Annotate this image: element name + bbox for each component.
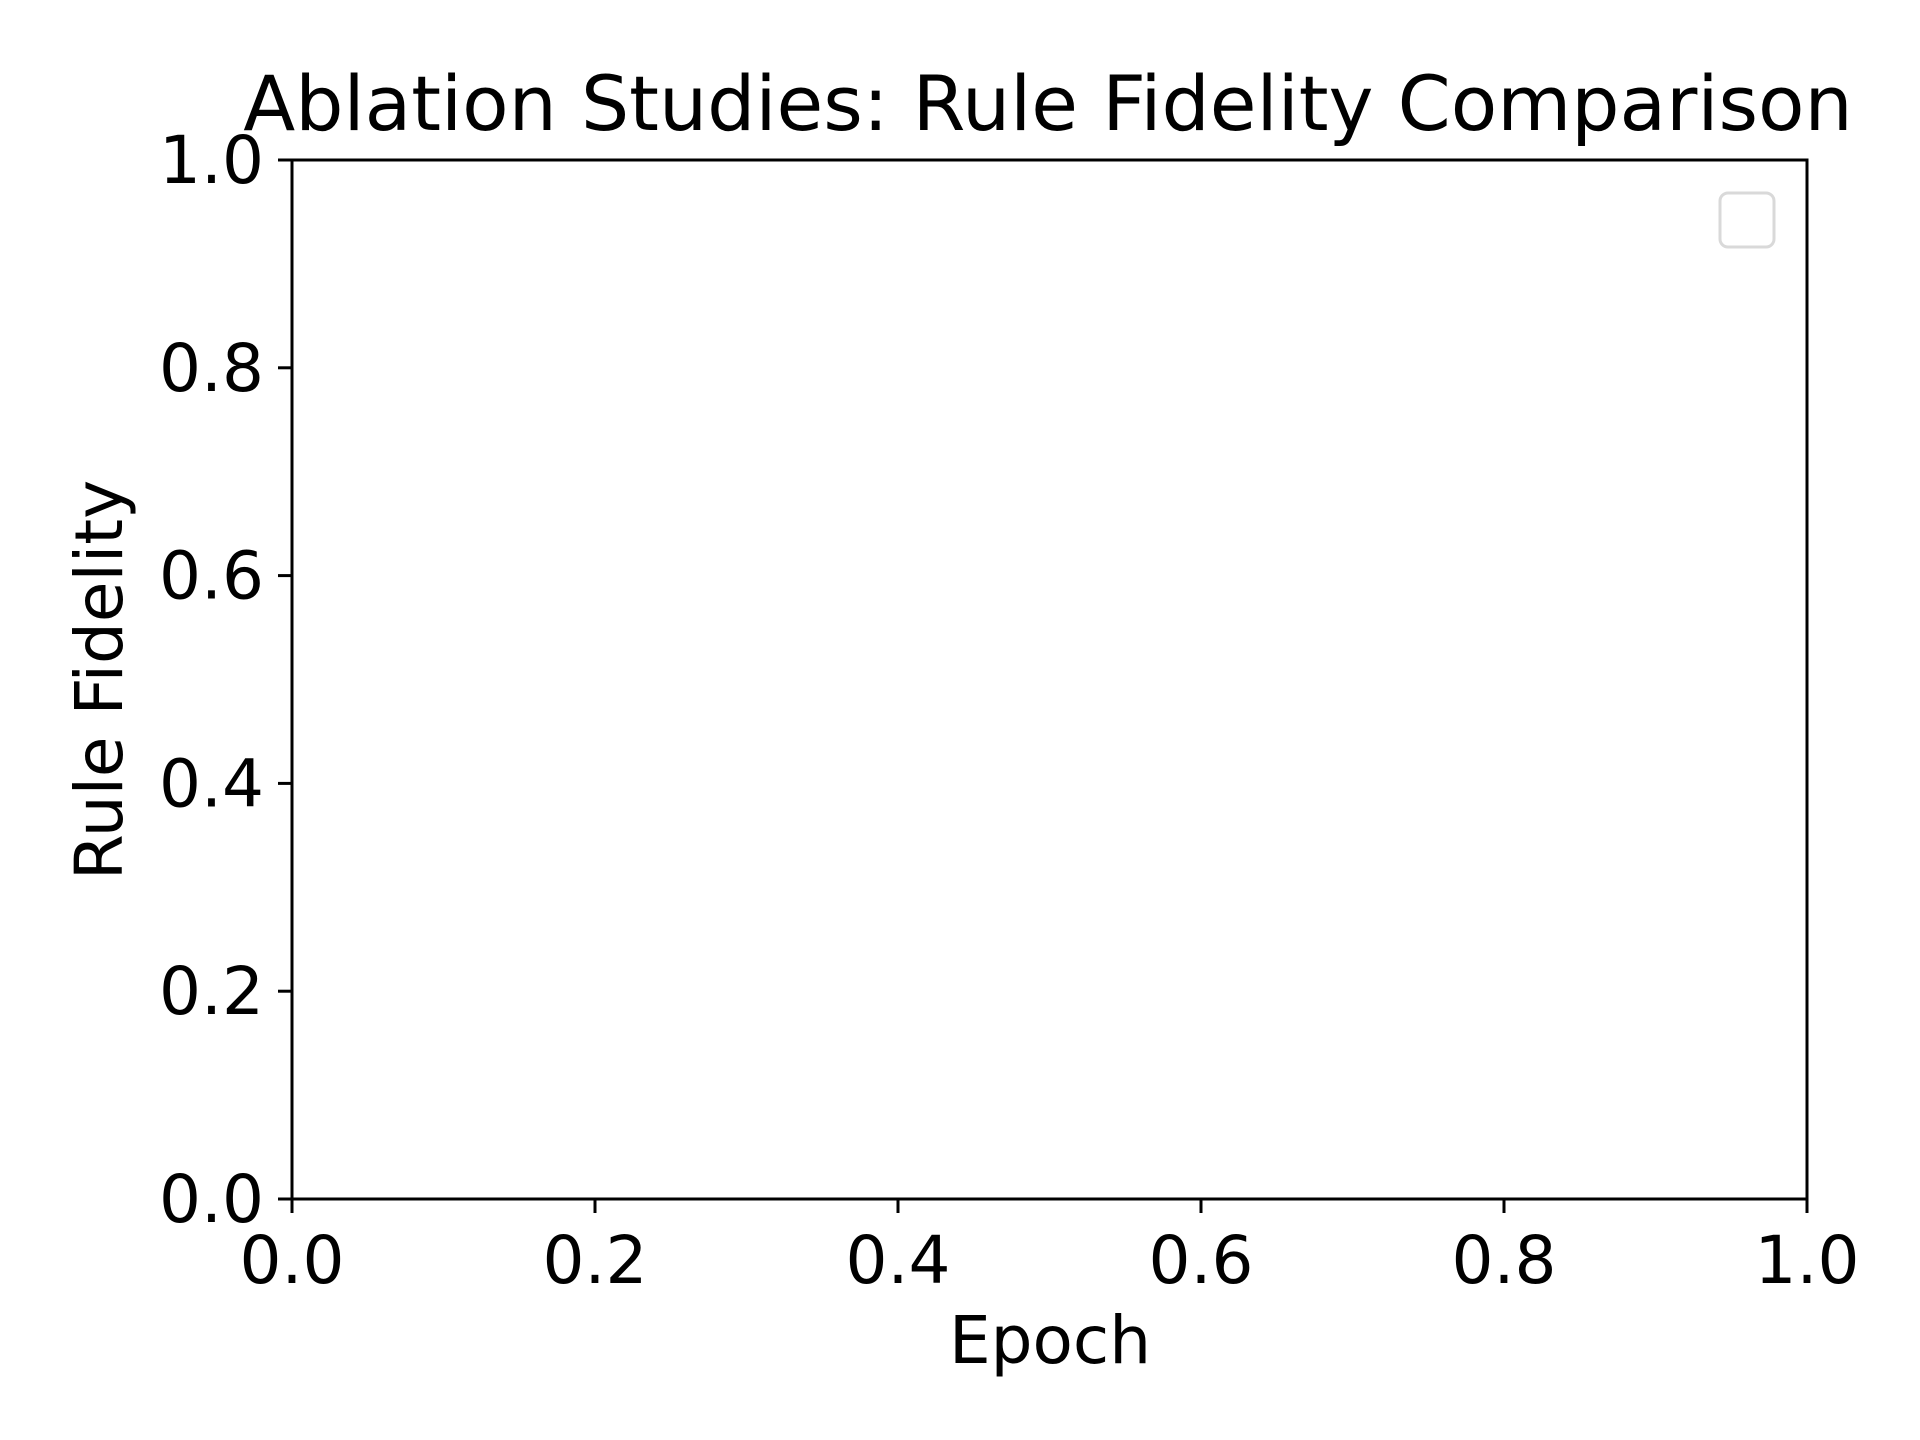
x-tick-label: 0.0	[240, 1222, 345, 1299]
axes-frame	[290, 158, 1809, 1201]
y-tick-label: 0.8	[159, 330, 264, 407]
plot-area	[290, 158, 1809, 1201]
y-tick-label: 0.6	[159, 538, 264, 615]
y-tick-label: 0.4	[159, 745, 264, 822]
y-axis-ticks: 0.0 0.2 0.4 0.6 0.8 1.0	[159, 122, 292, 1238]
x-axis-label: Epoch	[949, 1302, 1151, 1379]
x-tick-label: 0.8	[1452, 1222, 1557, 1299]
y-axis-label: Rule Fidelity	[61, 480, 138, 880]
y-tick-label: 0.2	[159, 953, 264, 1030]
x-axis-ticks: 0.0 0.2 0.4 0.6 0.8 1.0	[240, 1199, 1860, 1299]
chart-title: Ablation Studies: Rule Fidelity Comparis…	[243, 59, 1852, 148]
x-tick-label: 0.6	[1149, 1222, 1254, 1299]
x-tick-label: 1.0	[1755, 1222, 1860, 1299]
y-tick-label: 1.0	[159, 122, 264, 199]
y-tick-label: 0.0	[159, 1161, 264, 1238]
x-tick-label: 0.2	[543, 1222, 648, 1299]
x-tick-label: 0.4	[846, 1222, 951, 1299]
legend-box	[1718, 191, 1776, 249]
